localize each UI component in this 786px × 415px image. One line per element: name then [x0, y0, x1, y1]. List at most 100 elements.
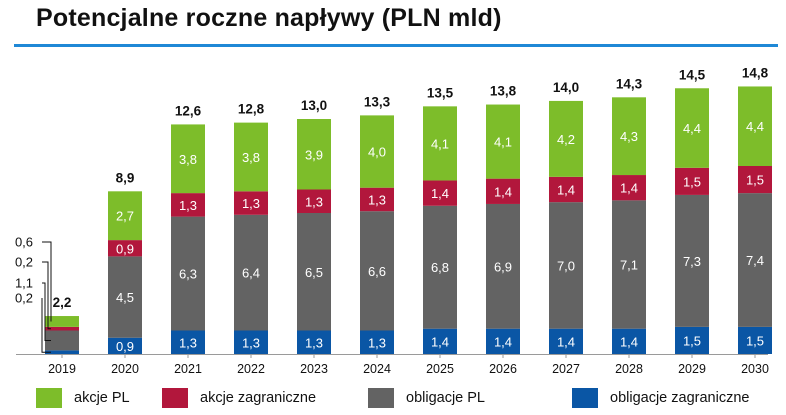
bar-segment — [108, 337, 142, 354]
segment-value-label: 1,3 — [179, 335, 197, 350]
total-label: 13,0 — [301, 98, 327, 113]
bar-segment — [549, 202, 583, 329]
bar-segment — [486, 178, 520, 204]
segment-value-label: 1,4 — [557, 334, 575, 349]
segment-value-label: 7,3 — [683, 254, 701, 269]
segment-value-label: 4,4 — [746, 119, 764, 134]
bar-segment — [360, 211, 394, 331]
legend-label: obligacje PL — [406, 390, 485, 406]
legend-item: obligacje zagraniczne — [572, 387, 749, 409]
bar-segment — [45, 330, 79, 351]
leader-line — [42, 282, 51, 341]
segment-value-label: 1,4 — [620, 334, 638, 349]
bar-segment — [738, 326, 772, 354]
bar-segment — [108, 240, 142, 257]
segment-value-label: 1,3 — [242, 335, 260, 350]
x-tick-label: 2030 — [741, 362, 769, 376]
x-tick-label: 2020 — [111, 362, 139, 376]
bar-segment — [675, 194, 709, 327]
total-label: 12,6 — [175, 103, 202, 118]
legend-swatch — [36, 388, 62, 408]
leader-line — [42, 241, 52, 322]
bar-segment — [423, 106, 457, 181]
bar-segment — [108, 256, 142, 338]
legend-label: akcje zagraniczne — [200, 390, 317, 406]
segment-value-label: 1,3 — [179, 198, 197, 213]
segment-value-label: 1,4 — [431, 334, 449, 349]
legend-label: akcje PL — [74, 390, 130, 406]
bar-segment — [612, 175, 646, 201]
segment-value-label: 6,5 — [305, 265, 323, 280]
x-tick-label: 2022 — [237, 362, 265, 376]
segment-value-label: 1,1 — [15, 276, 33, 291]
bar-segment — [360, 115, 394, 188]
bar-segment — [675, 326, 709, 354]
segment-value-label: 0,6 — [15, 235, 33, 250]
total-label: 14,3 — [616, 76, 643, 91]
segment-value-label: 1,4 — [620, 181, 638, 196]
segment-value-label: 0,9 — [116, 241, 134, 256]
bar-segment — [45, 326, 79, 331]
chart-title: Potencjalne roczne napływy (PLN mld) — [36, 4, 502, 32]
bar-segment — [486, 203, 520, 329]
bar-segment — [297, 189, 331, 213]
leader-line — [41, 298, 51, 353]
chart-legend: akcje PL akcje zagraniczne obligacje PL obl… — [36, 387, 776, 411]
segment-value-label: 4,5 — [116, 290, 134, 305]
x-tick-label: 2021 — [174, 362, 202, 376]
legend-swatch — [162, 388, 188, 408]
segment-value-label: 6,8 — [431, 260, 449, 275]
bar-segment — [171, 216, 205, 331]
segment-value-label: 4,3 — [620, 129, 638, 144]
bar-segment — [234, 330, 268, 354]
bar-segment — [171, 330, 205, 354]
x-tick-label: 2024 — [363, 362, 391, 376]
bar-segment — [45, 316, 79, 327]
segment-value-label: 3,9 — [305, 147, 323, 162]
x-tick-label: 2025 — [426, 362, 454, 376]
segment-value-label: 0,2 — [15, 291, 33, 306]
segment-value-label: 3,8 — [179, 152, 197, 167]
bar-segment — [423, 180, 457, 206]
bar-segment — [549, 100, 583, 177]
segment-value-label: 7,1 — [620, 258, 638, 273]
segment-value-label: 3,8 — [242, 150, 260, 165]
x-tick-label: 2019 — [48, 362, 76, 376]
bar-segment — [486, 328, 520, 354]
segment-value-label: 1,5 — [683, 333, 701, 348]
bar-segment — [297, 330, 331, 354]
segment-value-label: 0,9 — [116, 339, 134, 354]
segment-value-label: 4,4 — [683, 121, 701, 136]
x-tick-label: 2028 — [615, 362, 643, 376]
legend-swatch — [572, 388, 598, 408]
bar-segment — [234, 214, 268, 331]
bar-segment — [738, 193, 772, 327]
segment-value-label: 1,3 — [368, 192, 386, 207]
segment-value-label: 2,7 — [116, 209, 134, 224]
segment-value-label: 7,4 — [746, 253, 764, 268]
segment-value-label: 4,2 — [557, 132, 575, 147]
bar-segment — [108, 191, 142, 241]
legend-item: akcje zagraniczne — [162, 387, 316, 409]
total-label: 8,9 — [116, 170, 135, 185]
bar-segment — [423, 205, 457, 329]
x-tick-label: 2029 — [678, 362, 706, 376]
x-tick-label: 2023 — [300, 362, 328, 376]
bar-segment — [612, 97, 646, 176]
segment-value-label: 6,9 — [494, 259, 512, 274]
total-label: 14,0 — [553, 80, 579, 95]
legend-item: akcje PL — [36, 387, 130, 409]
bar-segment — [549, 328, 583, 354]
total-label: 12,8 — [238, 102, 265, 117]
legend-label: obligacje zagraniczne — [610, 390, 750, 406]
bar-segment — [360, 330, 394, 354]
legend-item: obligacje PL — [368, 387, 485, 409]
segment-value-label: 7,0 — [557, 258, 575, 273]
segment-value-label: 1,3 — [305, 194, 323, 209]
legend-swatch — [368, 388, 394, 408]
bar-segment — [171, 193, 205, 217]
leader-line — [42, 261, 51, 330]
segment-value-label: 4,0 — [368, 145, 386, 160]
bar-segment — [297, 213, 331, 331]
bar-segment — [234, 122, 268, 192]
